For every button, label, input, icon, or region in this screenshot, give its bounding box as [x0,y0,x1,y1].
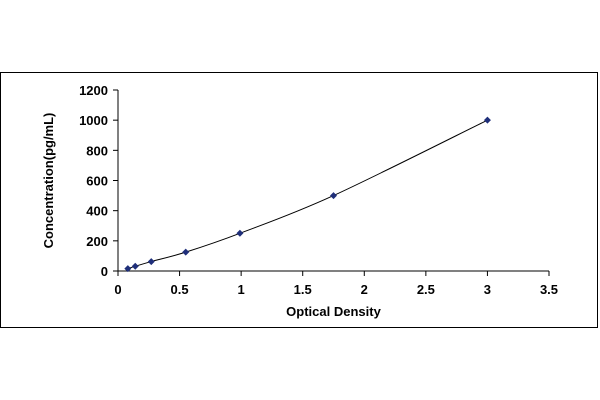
data-point-marker [330,192,337,200]
x-tick-label: 1.5 [294,282,312,297]
x-axis-title: Optical Density [286,304,381,319]
y-tick-label: 200 [86,234,108,249]
x-tick-label: 3.5 [540,282,558,297]
x-tick-label: 2.5 [417,282,435,297]
x-tick-label: 3 [484,282,491,297]
y-ticks: 0 200 400 600 800 1000 1200 [79,83,118,279]
x-tick-label: 0 [114,282,121,297]
x-tick-label: 1 [238,282,245,297]
y-tick-label: 400 [86,204,108,219]
x-tick-label: 2 [361,282,368,297]
data-point-marker [483,116,491,124]
chart-frame: 0 0.5 1 1.5 2 2.5 3 3.5 0 200 400 600 800 1000 1200 O… [0,72,598,328]
data-point-marker [236,229,244,237]
y-axis-title: Concentration(pg/mL) [41,113,56,249]
data-points [124,116,491,273]
x-ticks: 0 0.5 1 1.5 2 2.5 3 3.5 [114,271,558,297]
data-point-marker [182,248,190,256]
y-tick-label: 0 [101,264,108,279]
x-tick-label: 0.5 [171,282,189,297]
y-tick-label: 600 [86,174,108,189]
y-tick-label: 1000 [79,113,108,128]
data-point-marker [124,265,132,273]
standard-curve-chart: 0 0.5 1 1.5 2 2.5 3 3.5 0 200 400 600 800 1000 1200 O… [41,83,558,319]
data-point-marker [131,262,139,270]
trendline [127,119,488,270]
y-tick-label: 1200 [79,83,108,98]
axes [117,90,549,272]
data-point-marker [147,258,155,266]
y-tick-label: 800 [86,143,108,158]
